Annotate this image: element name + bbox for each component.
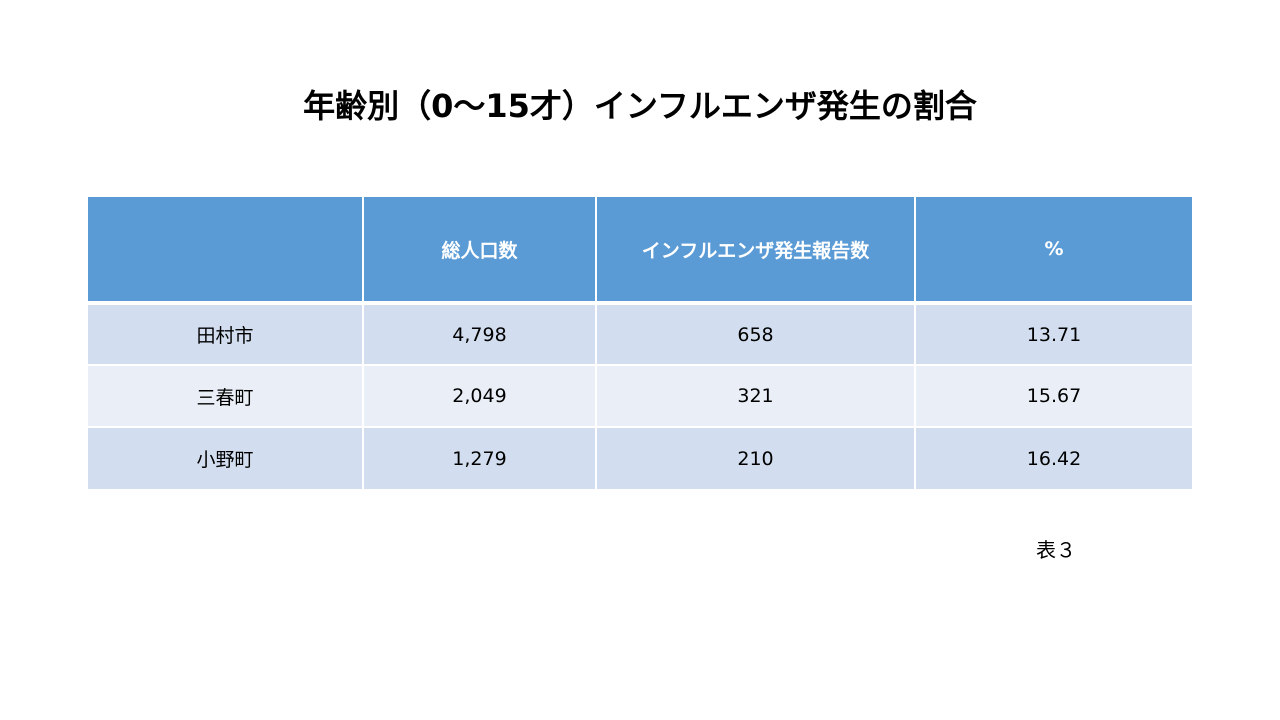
total-population-cell: 4,798 (362, 302, 597, 366)
influenza-reports-cell: 658 (595, 302, 916, 366)
percent-cell: 16.42 (914, 426, 1192, 489)
percent-cell: 15.67 (914, 364, 1192, 428)
percent-cell: 13.71 (914, 302, 1192, 366)
header-cell-influenza-reports: インフルエンザ発生報告数 (595, 197, 916, 305)
table-row: 小野町 1,279 210 16.42 (88, 426, 1192, 489)
total-population-cell: 2,049 (362, 364, 597, 428)
table-number-label: 表３ (1036, 538, 1076, 562)
header-cell-blank (88, 197, 364, 305)
table-header-row: 総人口数 インフルエンザ発生報告数 % (88, 197, 1192, 305)
row-label-cell: 三春町 (88, 364, 364, 428)
table-row: 田村市 4,798 658 13.71 (88, 302, 1192, 366)
row-label-cell: 田村市 (88, 302, 364, 366)
header-cell-percent: % (914, 197, 1192, 305)
total-population-cell: 1,279 (362, 426, 597, 489)
influenza-reports-cell: 210 (595, 426, 916, 489)
table-row: 三春町 2,049 321 15.67 (88, 364, 1192, 428)
row-label-cell: 小野町 (88, 426, 364, 489)
influenza-reports-cell: 321 (595, 364, 916, 428)
header-cell-total-population: 総人口数 (362, 197, 597, 305)
page-title: 年齢別（0〜15才）インフルエンザ発生の割合 (303, 87, 977, 125)
data-table: 総人口数 インフルエンザ発生報告数 % 田村市 4,798 658 13.71 … (88, 197, 1192, 489)
